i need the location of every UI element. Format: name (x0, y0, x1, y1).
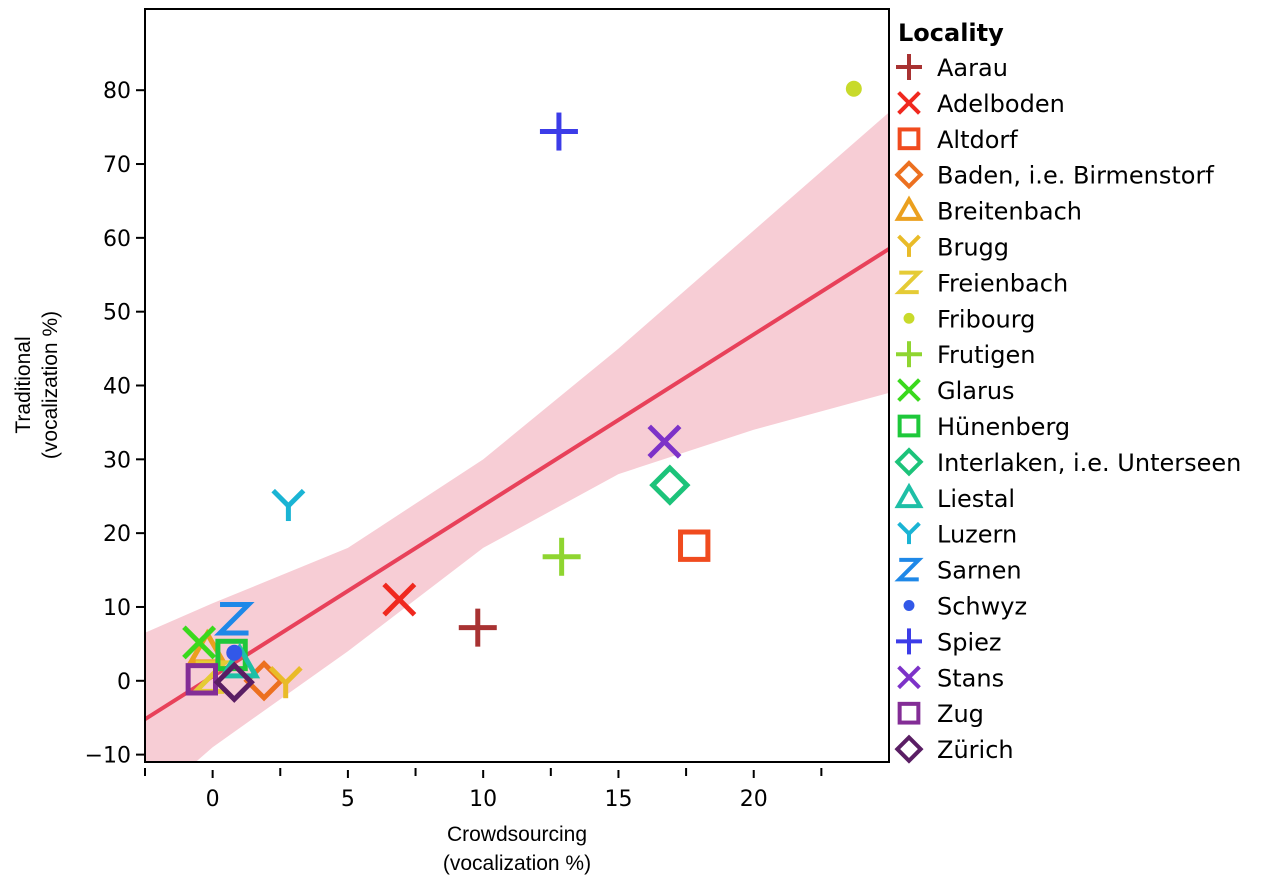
legend-marker-glarus (897, 378, 921, 402)
legend-marker-h-nenberg (897, 414, 921, 438)
legend-label: Luzern (937, 521, 1017, 549)
y-tick-label: 40 (103, 375, 131, 400)
legend-label: Freienbach (937, 269, 1068, 297)
legend-label: Adelboden (937, 90, 1065, 118)
legend-label: Brugg (937, 234, 1009, 262)
x-axis: 0 5 10 15 20 (144, 768, 823, 812)
y-axis-title-line2: (vocalization %) (39, 311, 62, 459)
point-stans (647, 424, 682, 459)
legend-label: Schwyz (937, 593, 1027, 621)
legend-label: Hünenberg (937, 413, 1070, 441)
legend-label: Zug (937, 700, 984, 728)
point-frutigen (542, 537, 581, 576)
legend-marker-baden-i-e-birmenstorf (894, 160, 924, 190)
confidence-band-layer (145, 112, 889, 762)
point-adelboden (382, 582, 417, 617)
legend-marker-spiez (896, 628, 922, 655)
x-axis-title-line2: (vocalization %) (443, 852, 591, 875)
legend-marker-aarau (896, 54, 922, 80)
point-brugg (268, 666, 303, 699)
legend-marker-schwyz (903, 600, 915, 611)
regression-line (145, 247, 889, 721)
legend-label: Glarus (937, 377, 1015, 405)
legend-label: Liestal (937, 485, 1015, 513)
x-tick-label: 10 (469, 787, 497, 812)
legend-marker-fribourg (903, 312, 915, 324)
y-axis: −10 0 10 20 30 40 50 60 70 80 (85, 79, 145, 769)
y-tick-label: 60 (103, 227, 131, 252)
y-tick-label: 80 (103, 79, 131, 104)
y-tick-label: 50 (103, 301, 131, 326)
legend-marker-altdorf (897, 127, 921, 151)
y-axis-title-line1: Traditional (12, 336, 35, 433)
y-tick-label: 20 (103, 522, 131, 547)
legend-marker-liestal (894, 482, 924, 509)
legend-label: Interlaken, i.e. Unterseen (937, 449, 1241, 477)
point-luzern (271, 488, 306, 522)
x-tick-label: 20 (740, 787, 768, 812)
legend-marker-zug (897, 701, 921, 725)
y-tick-label: 0 (117, 670, 131, 695)
regression-line-layer (145, 247, 889, 721)
point-liestal (219, 642, 261, 679)
legend-label: Sarnen (937, 557, 1022, 585)
legend-title: Locality (898, 19, 1004, 47)
legend: Locality Aarau Adelboden Altdorf Baden, i.e… (894, 19, 1241, 764)
legend-label: Frutigen (937, 341, 1035, 369)
point-schwyz (226, 644, 243, 661)
x-tick-label: 15 (604, 787, 632, 812)
x-tick-label: 0 (206, 787, 220, 812)
legend-marker-z-rich (894, 734, 924, 764)
legend-marker-stans (897, 665, 921, 690)
y-tick-label: 30 (103, 448, 131, 473)
point-fribourg (845, 80, 862, 97)
legend-label: Stans (937, 664, 1004, 692)
legend-label: Zürich (937, 736, 1014, 764)
y-tick-label: 10 (103, 596, 131, 621)
point-aarau (458, 608, 497, 647)
point-spiez (539, 112, 578, 151)
data-points-layer (182, 80, 862, 703)
legend-label: Spiez (937, 628, 1002, 656)
y-tick-label: −10 (85, 744, 131, 769)
legend-label: Fribourg (937, 305, 1035, 333)
legend-label: Baden, i.e. Birmenstorf (937, 162, 1214, 190)
legend-marker-breitenbach (894, 195, 924, 221)
legend-marker-brugg (897, 234, 921, 257)
legend-label: Breitenbach (937, 198, 1082, 226)
x-tick-label: 5 (341, 787, 355, 812)
legend-label: Aarau (937, 54, 1008, 82)
confidence-band (145, 112, 889, 762)
legend-marker-sarnen (894, 557, 924, 582)
legend-marker-luzern (897, 521, 921, 545)
point-zug (185, 663, 218, 696)
x-axis-title-line1: Crowdsourcing (447, 823, 587, 846)
point-interlaken-i-e-unterseen (649, 464, 691, 506)
legend-marker-freienbach (894, 270, 924, 295)
point-z-rich (213, 661, 255, 703)
legend-marker-adelboden (897, 91, 921, 115)
legend-marker-frutigen (896, 341, 922, 368)
point-altdorf (678, 529, 711, 562)
y-tick-label: 70 (103, 153, 131, 178)
point-glarus (182, 625, 217, 660)
legend-label: Altdorf (937, 126, 1018, 154)
legend-marker-interlaken-i-e-unterseen (894, 447, 924, 477)
point-sarnen (213, 602, 255, 636)
